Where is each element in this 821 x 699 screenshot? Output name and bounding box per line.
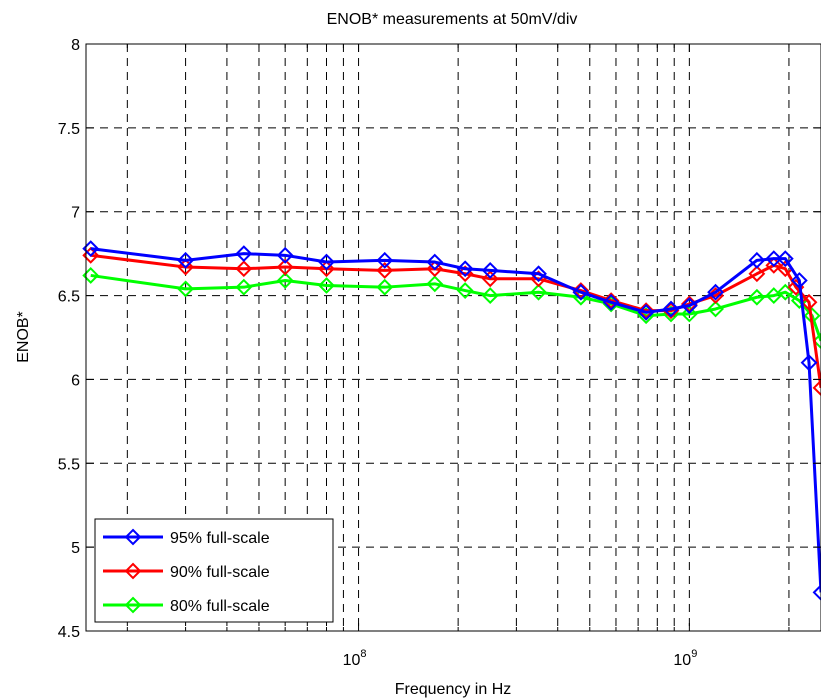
data-point	[235, 278, 253, 296]
data-point	[602, 293, 620, 311]
data-point	[776, 250, 794, 268]
data-point	[456, 260, 474, 278]
y-axis-label: ENOB*	[15, 311, 32, 363]
y-tick-label: 4.5	[58, 624, 80, 641]
series-group	[82, 240, 821, 601]
x-tick-label: 109	[673, 648, 697, 669]
legend-label: 90% full-scale	[170, 564, 270, 581]
data-point	[680, 305, 698, 323]
grid	[86, 44, 821, 631]
x-axis-label: Frequency in Hz	[395, 681, 512, 698]
data-point	[637, 302, 655, 320]
data-point	[572, 283, 590, 301]
y-tick-label: 8	[71, 37, 80, 54]
data-point	[765, 256, 783, 274]
data-point	[318, 260, 335, 278]
y-tick-label: 6	[71, 372, 80, 389]
data-point	[235, 260, 253, 278]
data-point	[662, 300, 680, 318]
x-tick-base: 10	[343, 652, 361, 669]
data-point	[572, 282, 590, 299]
data-point	[481, 270, 499, 288]
data-point	[765, 250, 783, 268]
x-tick-base: 10	[673, 652, 691, 669]
data-point	[530, 283, 547, 301]
data-point	[707, 300, 724, 318]
data-point	[276, 258, 294, 276]
data-point	[376, 251, 394, 269]
data-point	[318, 277, 335, 294]
data-point	[748, 288, 766, 306]
data-point	[800, 293, 818, 311]
x-tick-exponent: 9	[691, 648, 697, 660]
plot-frame	[85, 43, 821, 632]
legend-marker	[124, 596, 142, 614]
legend-marker	[124, 562, 142, 580]
data-point	[177, 280, 194, 298]
legend: 95% full-scale 90% full-scale 80% full-sca…	[94, 518, 334, 623]
ticks	[86, 43, 821, 632]
data-point	[426, 260, 444, 278]
y-tick-label: 7.5	[58, 121, 80, 138]
data-point	[748, 265, 766, 283]
series-3	[82, 267, 821, 350]
data-point	[707, 283, 724, 301]
data-point	[481, 287, 499, 304]
data-point	[680, 297, 698, 315]
legend-label: 95% full-scale	[170, 530, 270, 547]
data-point	[812, 379, 821, 397]
data-point	[276, 246, 294, 264]
data-point	[235, 245, 253, 263]
x-tick-label: 108	[343, 648, 367, 669]
data-point	[812, 584, 821, 601]
y-tick-label: 5.5	[58, 456, 80, 473]
data-point	[776, 283, 794, 301]
series-line	[90, 273, 821, 342]
y-tick-label: 7	[71, 205, 80, 222]
legend-label: 80% full-scale	[170, 598, 270, 615]
data-point	[790, 272, 808, 289]
series-1	[82, 240, 821, 601]
legend-marker	[124, 528, 142, 546]
data-point	[637, 303, 655, 321]
series-line	[90, 253, 821, 389]
data-point	[426, 253, 444, 271]
y-tick-label: 5	[71, 540, 80, 557]
data-point	[376, 278, 394, 296]
data-point	[318, 253, 335, 271]
data-point	[602, 292, 620, 310]
x-tick-exponent: 8	[360, 648, 366, 660]
data-point	[376, 262, 394, 279]
data-point	[812, 332, 821, 350]
data-point	[276, 272, 294, 289]
data-point	[456, 282, 474, 299]
data-point	[800, 354, 818, 372]
data-point	[426, 275, 444, 293]
chart-title: ENOB* measurements at 50mV/div	[327, 11, 578, 28]
series-2	[82, 246, 821, 397]
data-point	[481, 262, 499, 279]
data-point	[177, 251, 194, 269]
data-point	[748, 251, 766, 269]
y-tick-label: 6.5	[58, 289, 80, 306]
data-point	[177, 258, 194, 276]
data-point	[530, 265, 547, 283]
